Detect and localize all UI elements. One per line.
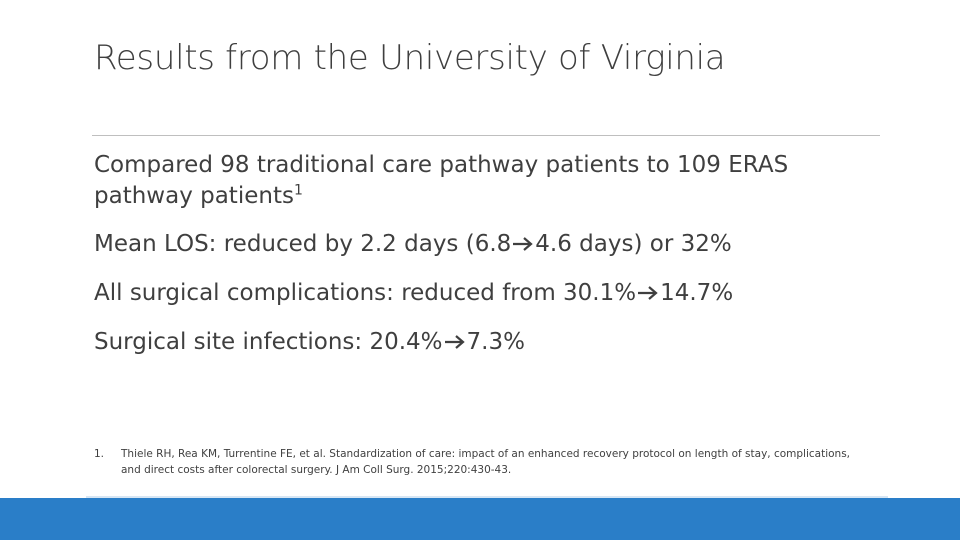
bullet-ssi-before: Surgical site infections: 20.4% bbox=[94, 329, 443, 355]
arrow-right-icon bbox=[638, 286, 658, 300]
footnote-number: 1. bbox=[94, 448, 105, 460]
bullet-complications: All surgical complications: reduced from… bbox=[94, 278, 894, 309]
footer-band bbox=[0, 498, 960, 540]
bullet-complications-after: 14.7% bbox=[660, 280, 734, 306]
bullet-mean-los-after: 4.6 days) or 32% bbox=[535, 231, 732, 257]
citation-superscript: 1 bbox=[293, 182, 303, 199]
bullet-ssi: Surgical site infections: 20.4% 7.3% bbox=[94, 327, 894, 358]
bullet-comparison: Compared 98 traditional care pathway pat… bbox=[94, 150, 884, 212]
slide-title: Results from the University of Virginia bbox=[94, 38, 726, 78]
bullet-ssi-after: 7.3% bbox=[466, 329, 525, 355]
bullet-comparison-text: Compared 98 traditional care pathway pat… bbox=[94, 152, 789, 209]
arrow-right-icon bbox=[444, 335, 465, 349]
footnote: 1. Thiele RH, Rea KM, Turrentine FE, et … bbox=[94, 446, 854, 478]
bullet-mean-los: Mean LOS: reduced by 2.2 days (6.8 4.6 da… bbox=[94, 229, 894, 260]
title-divider bbox=[92, 135, 880, 136]
arrow-right-icon bbox=[513, 237, 533, 251]
bullet-list: Compared 98 traditional care pathway pat… bbox=[94, 150, 894, 376]
content-bottom-border bbox=[86, 496, 888, 498]
bullet-mean-los-before: Mean LOS: reduced by 2.2 days (6.8 bbox=[94, 231, 512, 257]
bullet-complications-before: All surgical complications: reduced from… bbox=[94, 280, 637, 306]
footnote-text: Thiele RH, Rea KM, Turrentine FE, et al.… bbox=[121, 448, 851, 476]
